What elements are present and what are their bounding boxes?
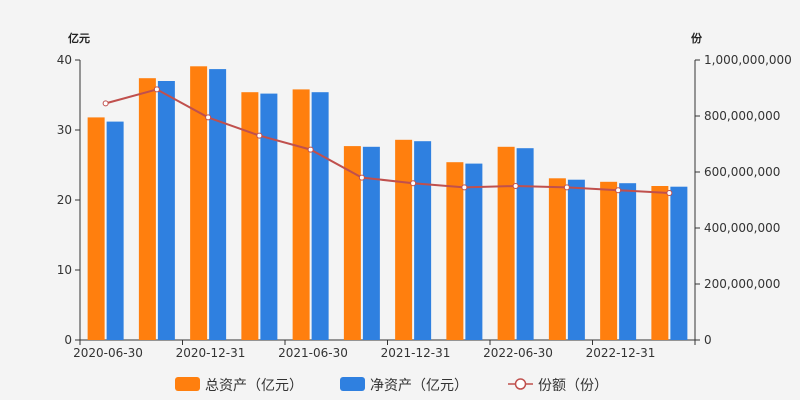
- y-right-tick-label: 200,000,000: [704, 277, 780, 291]
- total-assets-bar: [497, 146, 515, 340]
- net-assets-bar: [414, 141, 432, 340]
- legend-item-1[interactable]: 净资产（亿元）: [340, 377, 468, 394]
- share-point: [512, 183, 519, 189]
- x-tick-label: 2022-06-30: [483, 346, 553, 360]
- net-assets-bar: [465, 163, 483, 340]
- y-right-tick-label: 1,000,000,000: [704, 53, 792, 67]
- x-tick-label: 2021-06-30: [278, 346, 348, 360]
- share-point: [102, 100, 109, 107]
- y-left-tick-label: 0: [64, 333, 72, 347]
- net-assets-bar: [619, 183, 637, 340]
- share-point: [256, 132, 263, 139]
- net-assets-bar: [260, 93, 278, 340]
- net-assets-bar: [362, 146, 380, 340]
- net-assets-bar: [209, 69, 227, 340]
- legend-marker: [514, 378, 527, 390]
- x-tick-label: 2021-12-31: [381, 346, 451, 360]
- legend-label: 份额（份）: [538, 378, 608, 394]
- y-right-tick-label: 800,000,000: [704, 109, 780, 123]
- share-line-path: [105, 88, 670, 194]
- y-right-tick-label: 400,000,000: [704, 221, 780, 235]
- y-right-unit: 份: [691, 31, 703, 45]
- total-assets-bar: [395, 139, 413, 340]
- x-tick-label: 2022-12-31: [586, 346, 656, 360]
- x-tick-label: 2020-06-30: [73, 346, 143, 360]
- total-assets-bar: [600, 181, 618, 340]
- share-point: [307, 146, 314, 153]
- total-assets-bar: [138, 78, 156, 340]
- total-assets-bar: [548, 178, 566, 340]
- y-left-tick-label: 40: [57, 53, 72, 67]
- share-point: [563, 184, 570, 191]
- total-assets-bar: [87, 117, 105, 341]
- net-assets-bar: [311, 92, 329, 340]
- legend-label: 总资产（亿元）: [205, 378, 303, 394]
- total-assets-bar: [343, 146, 361, 340]
- share-point: [666, 190, 673, 196]
- share-point: [461, 184, 468, 191]
- net-assets-bar: [516, 148, 534, 340]
- total-assets-bar: [651, 186, 669, 340]
- y-left-unit: 亿元: [68, 31, 90, 45]
- share-line: [102, 86, 673, 196]
- total-assets-bar: [446, 162, 464, 340]
- legend-swatch: [340, 377, 365, 391]
- bars: [87, 66, 688, 341]
- net-assets-bar: [157, 81, 175, 340]
- legend-swatch: [175, 377, 200, 391]
- legend-item-0[interactable]: 总资产（亿元）: [175, 377, 303, 394]
- net-assets-bar: [567, 179, 585, 340]
- share-point: [410, 180, 417, 187]
- net-assets-bar: [670, 186, 688, 340]
- axes: 0 10 20 30 40 0 200,000,000 400,000,000 600,000,…: [57, 31, 792, 360]
- legend[interactable]: 总资产（亿元） 净资产（亿元） 份额（份）: [175, 377, 608, 394]
- share-point: [358, 174, 365, 181]
- y-right-tick-label: 600,000,000: [704, 165, 780, 179]
- y-left-tick-label: 20: [57, 193, 72, 207]
- share-point: [615, 187, 622, 194]
- total-assets-bar: [292, 89, 310, 341]
- y-left-tick-label: 10: [57, 263, 72, 277]
- share-point: [205, 114, 212, 121]
- x-tick-label: 2020-12-31: [176, 346, 246, 360]
- legend-label: 净资产（亿元）: [370, 378, 468, 394]
- total-assets-bar: [241, 92, 259, 340]
- y-right-tick-label: 0: [704, 333, 712, 347]
- legend-item-2[interactable]: 份额（份）: [508, 378, 608, 394]
- total-assets-bar: [190, 66, 208, 341]
- y-left-tick-label: 30: [57, 123, 72, 137]
- net-assets-bar: [106, 121, 124, 340]
- share-point: [153, 86, 160, 93]
